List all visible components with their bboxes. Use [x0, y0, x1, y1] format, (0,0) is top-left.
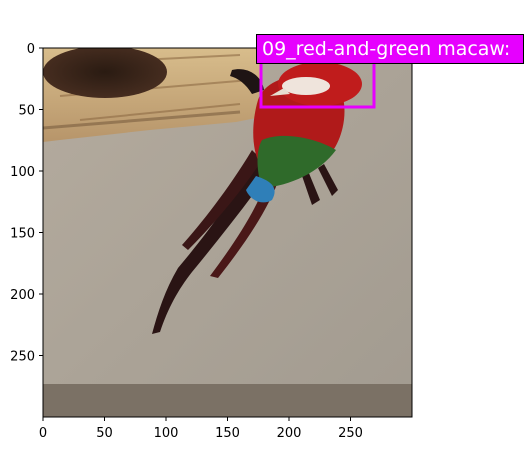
- x-tick-label: 100: [154, 426, 179, 441]
- photo: [43, 48, 412, 417]
- y-tick-marks: [39, 47, 43, 356]
- y-tick-labels: 0 50 100 150 200 250: [10, 42, 35, 365]
- x-tick-label: 250: [338, 426, 363, 441]
- x-tick-label: 50: [96, 426, 113, 441]
- macaw: [152, 62, 362, 334]
- x-tick-marks: [42, 417, 351, 421]
- y-tick-label: 200: [10, 288, 35, 303]
- floor-strip: [43, 384, 412, 417]
- y-tick-label: 150: [10, 227, 35, 242]
- face-patch: [282, 77, 330, 95]
- nest-hole: [43, 48, 167, 98]
- y-tick-label: 250: [10, 350, 35, 365]
- nest-box: [43, 48, 262, 142]
- x-tick-label: 0: [39, 426, 47, 441]
- detection-label: 09_red-and-green macaw:: [256, 34, 524, 64]
- x-tick-label: 150: [215, 426, 240, 441]
- x-tick-labels: 0 50 100 150 200 250: [39, 426, 363, 441]
- y-tick-label: 50: [18, 104, 35, 119]
- y-tick-label: 100: [10, 165, 35, 180]
- y-tick-label: 0: [27, 42, 35, 57]
- x-tick-label: 200: [277, 426, 302, 441]
